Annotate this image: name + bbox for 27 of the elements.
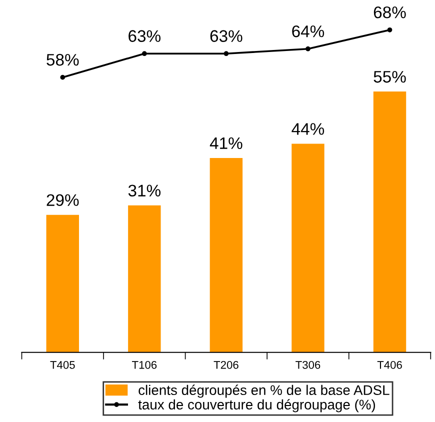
x-tick-label: T206 bbox=[214, 360, 238, 369]
bar bbox=[46, 214, 79, 352]
data-label: 63% bbox=[128, 30, 161, 42]
x-tick-label: T406 bbox=[377, 360, 402, 369]
legend-label: taux de couverture du dégroupage (%) bbox=[138, 399, 376, 412]
data-label: 58% bbox=[46, 54, 79, 66]
x-tick-label: T106 bbox=[132, 360, 157, 369]
point bbox=[142, 51, 147, 56]
data-label: 29% bbox=[46, 194, 79, 206]
x-tick-label: T306 bbox=[296, 360, 320, 369]
bar bbox=[128, 205, 161, 352]
bar bbox=[373, 92, 406, 352]
data-label: 64% bbox=[292, 25, 324, 38]
point bbox=[224, 51, 229, 56]
point bbox=[306, 46, 310, 52]
legend-label: clients dégroupés en % de la base ADSL bbox=[138, 384, 390, 398]
data-label: 31% bbox=[128, 184, 161, 197]
point bbox=[387, 27, 392, 32]
bar bbox=[210, 158, 243, 352]
x-tick-label: T405 bbox=[50, 360, 75, 369]
bar bbox=[292, 144, 324, 352]
point bbox=[60, 74, 66, 80]
data-label: 68% bbox=[374, 6, 406, 18]
data-label: 44% bbox=[292, 123, 324, 135]
data-label: 63% bbox=[210, 30, 242, 42]
data-label: 55% bbox=[374, 70, 406, 83]
data-label: 41% bbox=[210, 137, 242, 150]
